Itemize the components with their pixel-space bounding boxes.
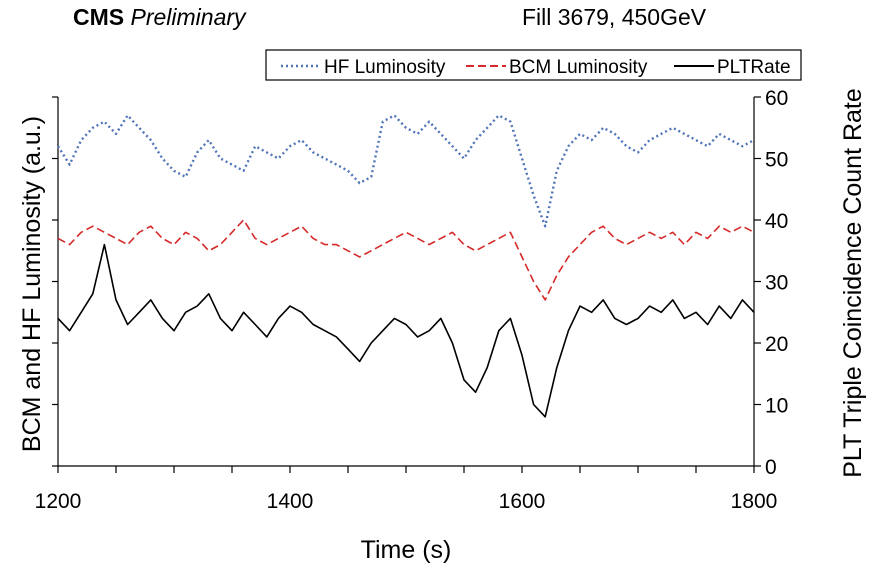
x-axis-title: Time (s) [361, 536, 452, 564]
status-label: Preliminary [130, 4, 246, 30]
right-tick-label: 60 [765, 87, 788, 110]
legend: HF Luminosity BCM Luminosity PLTRate [265, 49, 802, 81]
legend-label-plt: PLTRate [717, 57, 791, 78]
x-tick-label: 1200 [35, 490, 82, 513]
series-plt-rate [57, 243, 755, 418]
right-axis-title: PLT Triple Coincidence Count Rate [839, 88, 867, 478]
x-tick-label: 1600 [499, 490, 546, 513]
axes: 0 10 20 30 40 50 60 1200 1400 1600 1800 [35, 87, 789, 513]
x-tick-label: 1400 [267, 490, 314, 513]
x-tick-label: 1800 [731, 490, 778, 513]
right-tick-label: 10 [765, 395, 788, 418]
right-tick-label: 30 [765, 272, 788, 295]
right-axis-ticks: 0 10 20 30 40 50 60 [754, 87, 788, 479]
experiment-header: CMS Preliminary [73, 4, 246, 31]
series-bcm-luminosity [57, 219, 755, 301]
right-tick-label: 40 [765, 210, 788, 233]
x-axis-ticks: 1200 1400 1600 1800 [35, 466, 778, 513]
right-tick-label: 20 [765, 333, 788, 356]
legend-label-bcm: BCM Luminosity [509, 57, 648, 78]
left-axis-title: BCM and HF Luminosity (a.u.) [18, 116, 46, 452]
right-tick-label: 0 [765, 456, 777, 479]
fill-info: Fill 3679, 450GeV [522, 4, 707, 30]
left-axis-ticks [52, 96, 58, 467]
right-tick-label: 50 [765, 149, 788, 172]
experiment-name: CMS [73, 4, 125, 30]
series-hf-luminosity [56, 114, 755, 228]
legend-label-hf: HF Luminosity [324, 57, 446, 78]
series-layer [56, 114, 755, 418]
